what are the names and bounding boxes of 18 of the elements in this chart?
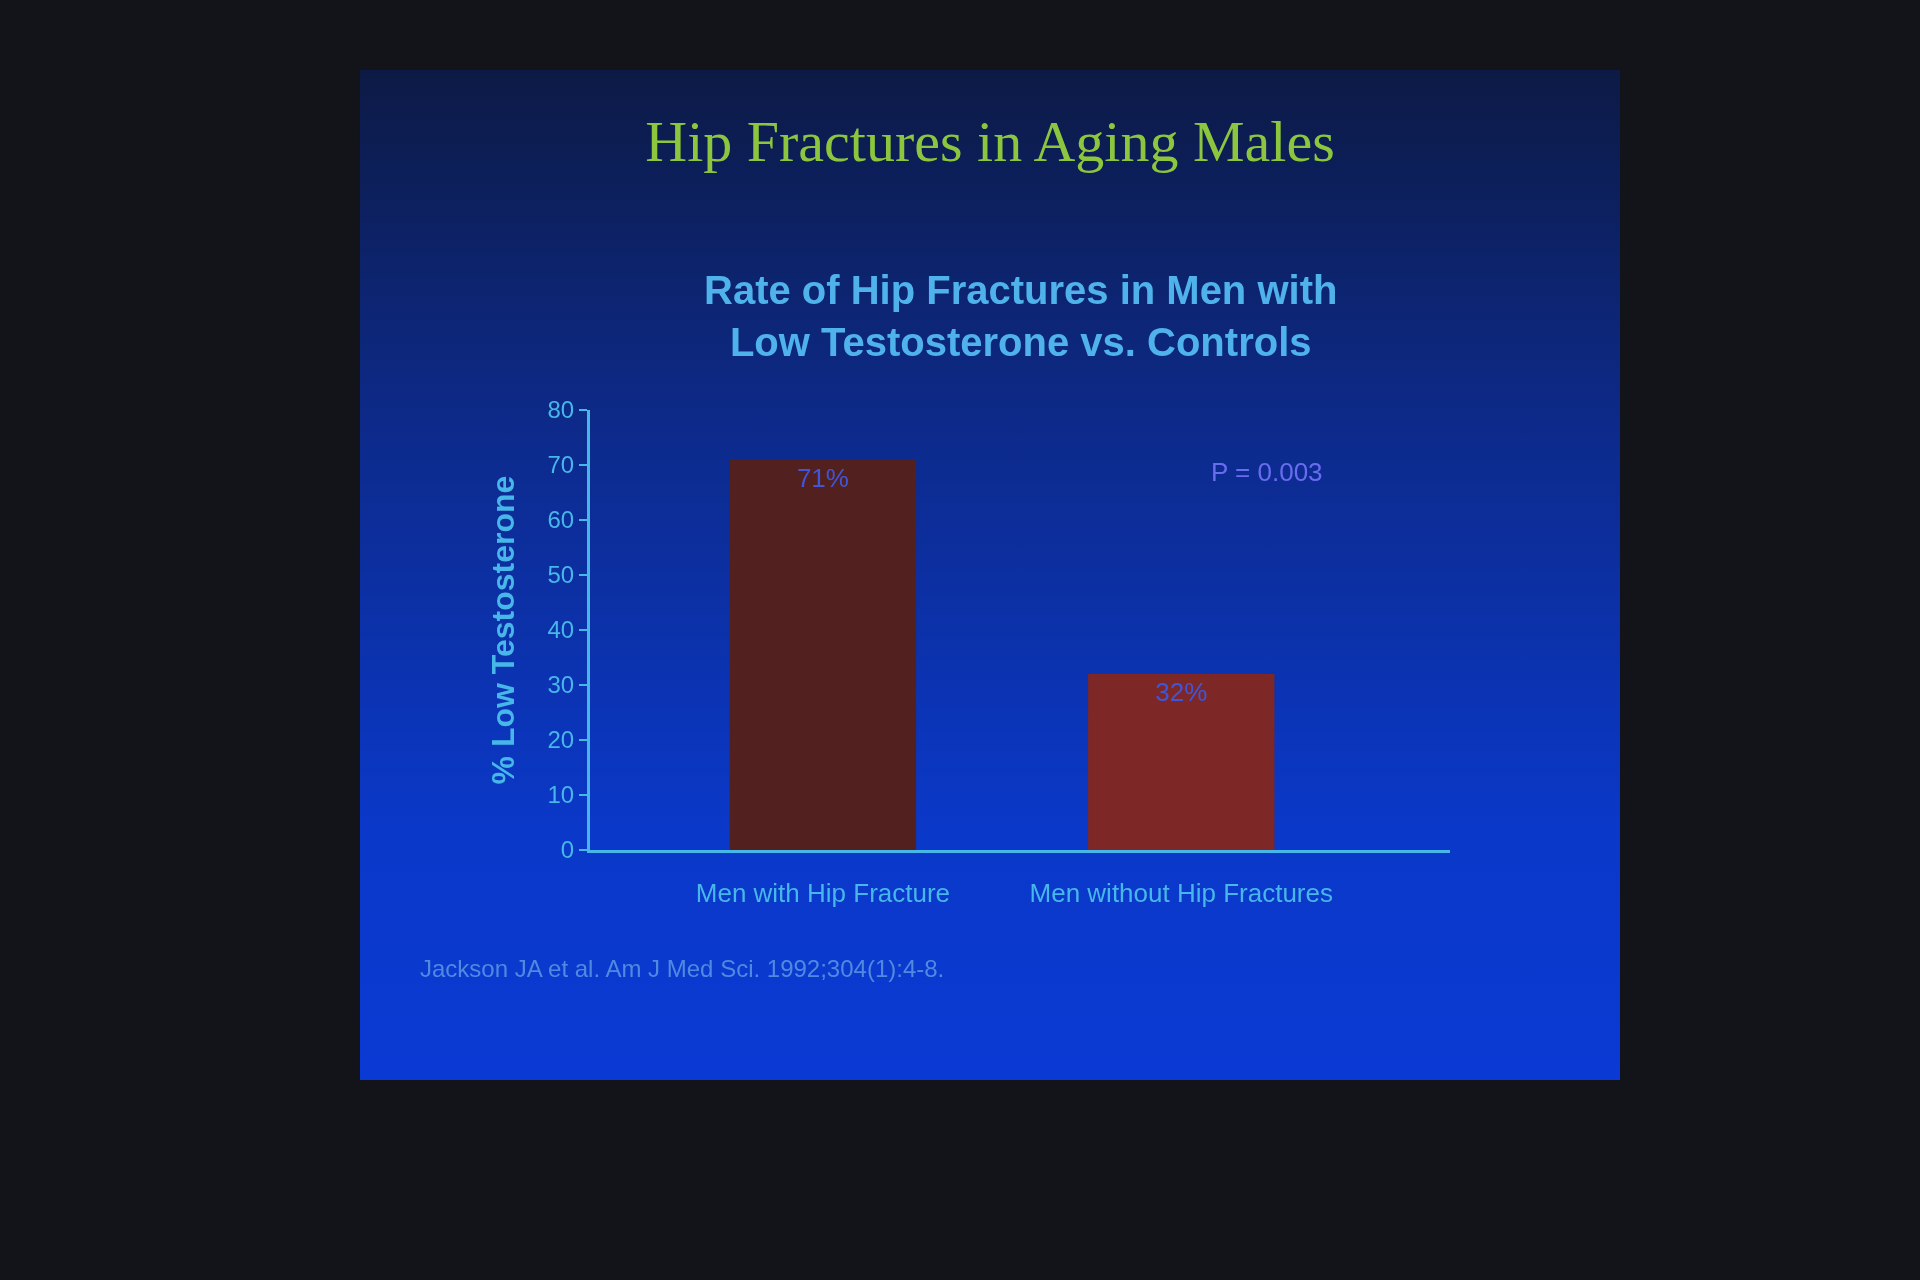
y-axis-title: % Low Testosterone: [484, 475, 521, 785]
y-tick-label: 10: [547, 781, 575, 809]
text: Jackson JA et al. Am J Med Sci. 1992;304(1):4-8.: [420, 955, 945, 982]
chart-subtitle: Rate of Hip Fractures in Men with Low Testosterone vs. Controls: [704, 268, 1338, 364]
y-tick-label: 50: [547, 561, 575, 589]
data-label: 32%: [1155, 677, 1208, 707]
annotation: P = 0.003: [1211, 457, 1323, 487]
y-tick-label: 60: [547, 506, 575, 534]
chart-title: Hip Fractures in Aging Males: [645, 109, 1335, 174]
y-tick-label: 40: [547, 616, 575, 644]
y-tick-label: 80: [547, 396, 575, 424]
x-tick-label: Men without Hip Fractures: [1029, 878, 1333, 909]
y-tick-label: 20: [547, 726, 575, 754]
y-tick-label: 70: [547, 451, 575, 479]
y-tick-label: 30: [547, 671, 575, 699]
x-tick-label: Men with Hip Fracture: [695, 878, 951, 909]
data-label: 71%: [796, 462, 849, 493]
y-tick-label: 0: [560, 836, 575, 864]
